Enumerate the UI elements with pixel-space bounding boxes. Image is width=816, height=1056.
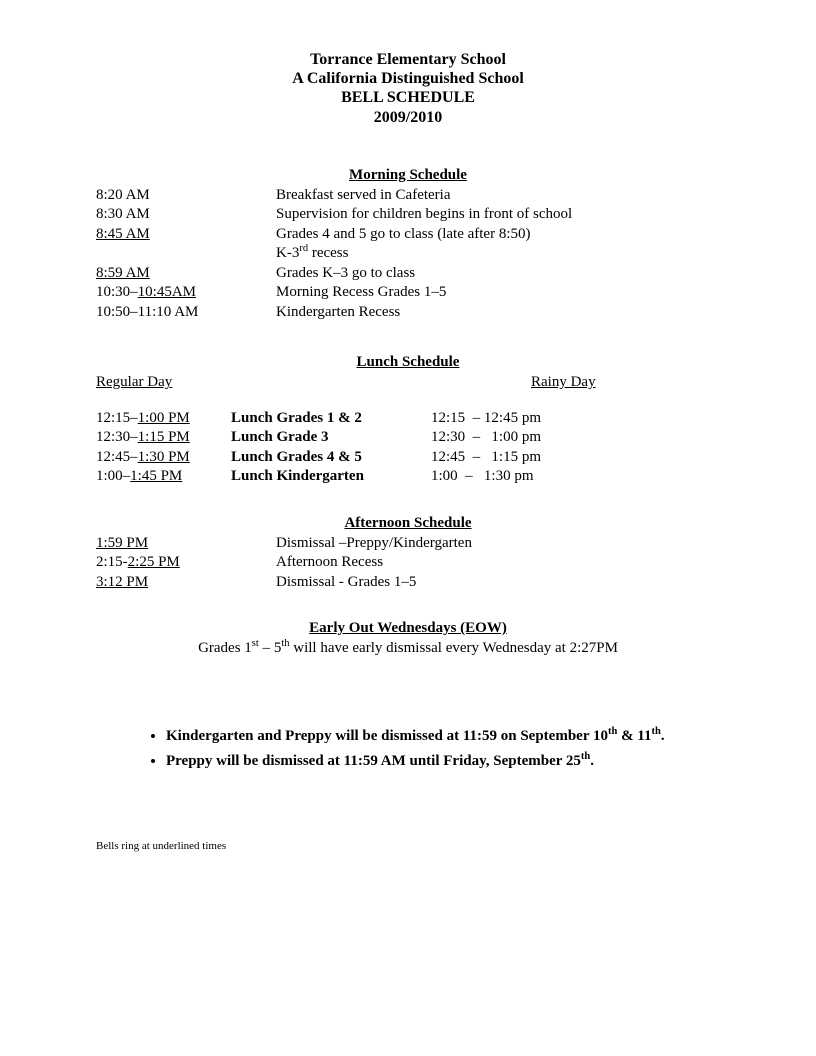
lunch-time-rainy: 12:30 – 1:00 pm xyxy=(431,428,720,448)
time-cell: 2:15-2:25 PM xyxy=(96,553,276,573)
lunch-label: Lunch Grade 3 xyxy=(231,428,431,448)
time-cell: 3:12 PM xyxy=(96,573,276,593)
header-block: Torrance Elementary School A California … xyxy=(96,50,720,127)
desc-cell: Kindergarten Recess xyxy=(276,303,720,323)
tagline: A California Distinguished School xyxy=(96,69,720,88)
lunch-label: Lunch Grades 1 & 2 xyxy=(231,409,431,429)
lunch-time-regular: 12:15–1:00 PM xyxy=(96,409,231,429)
schedule-row: K-3rd recess xyxy=(96,244,720,264)
lunch-subheaders: Regular Day Rainy Day xyxy=(96,373,720,393)
note-item: Kindergarten and Preppy will be dismisse… xyxy=(166,727,680,746)
lunch-row: 12:30–1:15 PMLunch Grade 312:30 – 1:00 p… xyxy=(96,428,720,448)
time-cell: 10:30–10:45AM xyxy=(96,283,276,303)
desc-cell: Grades K–3 go to class xyxy=(276,264,720,284)
desc-cell: Dismissal - Grades 1–5 xyxy=(276,573,720,593)
time-cell xyxy=(96,244,276,264)
desc-cell: Afternoon Recess xyxy=(276,553,720,573)
schedule-row: 8:30 AMSupervision for children begins i… xyxy=(96,205,720,225)
lunch-row: 12:45–1:30 PMLunch Grades 4 & 512:45 – 1… xyxy=(96,448,720,468)
doc-title: BELL SCHEDULE xyxy=(96,88,720,107)
notes-list: Kindergarten and Preppy will be dismisse… xyxy=(96,727,720,771)
lunch-time-rainy: 1:00 – 1:30 pm xyxy=(431,467,720,487)
eow-text: Grades 1st – 5th will have early dismiss… xyxy=(96,639,720,659)
afternoon-schedule: 1:59 PMDismissal –Preppy/Kindergarten2:1… xyxy=(96,534,720,593)
schedule-row: 3:12 PMDismissal - Grades 1–5 xyxy=(96,573,720,593)
lunch-label: Lunch Kindergarten xyxy=(231,467,431,487)
school-year: 2009/2010 xyxy=(96,108,720,127)
footnote: Bells ring at underlined times xyxy=(96,840,720,852)
time-cell: 8:20 AM xyxy=(96,186,276,206)
schedule-row: 2:15-2:25 PMAfternoon Recess xyxy=(96,553,720,573)
lunch-time-regular: 12:45–1:30 PM xyxy=(96,448,231,468)
time-cell: 1:59 PM xyxy=(96,534,276,554)
school-name: Torrance Elementary School xyxy=(96,50,720,69)
morning-heading: Morning Schedule xyxy=(96,167,720,184)
schedule-row: 10:30–10:45AMMorning Recess Grades 1–5 xyxy=(96,283,720,303)
schedule-row: 8:20 AMBreakfast served in Cafeteria xyxy=(96,186,720,206)
desc-cell: Morning Recess Grades 1–5 xyxy=(276,283,720,303)
time-cell: 8:59 AM xyxy=(96,264,276,284)
morning-schedule: 8:20 AMBreakfast served in Cafeteria8:30… xyxy=(96,186,720,323)
lunch-heading: Lunch Schedule xyxy=(96,354,720,371)
afternoon-heading: Afternoon Schedule xyxy=(96,515,720,532)
schedule-row: 8:59 AMGrades K–3 go to class xyxy=(96,264,720,284)
lunch-time-regular: 1:00–1:45 PM xyxy=(96,467,231,487)
desc-cell: K-3rd recess xyxy=(276,244,720,264)
lunch-label: Lunch Grades 4 & 5 xyxy=(231,448,431,468)
schedule-row: 1:59 PMDismissal –Preppy/Kindergarten xyxy=(96,534,720,554)
rainy-day-label: Rainy Day xyxy=(431,373,596,393)
desc-cell: Dismissal –Preppy/Kindergarten xyxy=(276,534,720,554)
lunch-row: 1:00–1:45 PMLunch Kindergarten1:00 – 1:3… xyxy=(96,467,720,487)
desc-cell: Breakfast served in Cafeteria xyxy=(276,186,720,206)
lunch-row: 12:15–1:00 PMLunch Grades 1 & 212:15 – 1… xyxy=(96,409,720,429)
lunch-schedule: 12:15–1:00 PMLunch Grades 1 & 212:15 – 1… xyxy=(96,409,720,487)
eow-heading: Early Out Wednesdays (EOW) xyxy=(96,620,720,637)
regular-day-label: Regular Day xyxy=(96,373,431,393)
time-cell: 8:45 AM xyxy=(96,225,276,245)
schedule-row: 10:50–11:10 AMKindergarten Recess xyxy=(96,303,720,323)
lunch-time-rainy: 12:45 – 1:15 pm xyxy=(431,448,720,468)
time-cell: 10:50–11:10 AM xyxy=(96,303,276,323)
lunch-time-rainy: 12:15 – 12:45 pm xyxy=(431,409,720,429)
desc-cell: Grades 4 and 5 go to class (late after 8… xyxy=(276,225,720,245)
time-cell: 8:30 AM xyxy=(96,205,276,225)
desc-cell: Supervision for children begins in front… xyxy=(276,205,720,225)
lunch-time-regular: 12:30–1:15 PM xyxy=(96,428,231,448)
note-item: Preppy will be dismissed at 11:59 AM unt… xyxy=(166,752,680,771)
schedule-row: 8:45 AMGrades 4 and 5 go to class (late … xyxy=(96,225,720,245)
